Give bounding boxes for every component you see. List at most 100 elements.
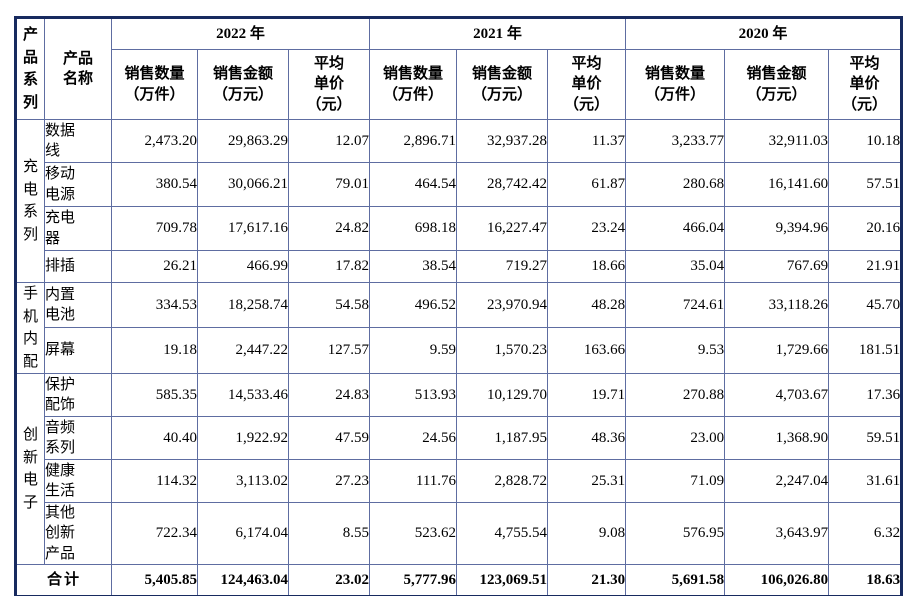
table-header: 产品系列 产品 名称 2022 年 2021 年 2020 年 销售数量 （万件… [15, 17, 903, 120]
column-header-2022-quantity: 销售数量 （万件） [111, 49, 198, 120]
value-cell: 9.08 [547, 502, 627, 565]
table-row: 创新电子 保护 配饰 585.35 14,533.46 24.83 513.93 10,12… [15, 373, 903, 565]
value-cell: 19.71 [547, 373, 627, 417]
product-name-cell: 内置 电池 [44, 282, 112, 328]
value-cell: 32,911.03 [724, 119, 830, 163]
year-header-row: 产品系列 产品 名称 2022 年 2021 年 2020 年 [15, 17, 903, 120]
value-cell: 585.35 [111, 373, 198, 417]
total-value-cell: 18.63 [828, 564, 903, 596]
product-name-cell: 保护 配饰 [44, 373, 112, 417]
column-header-2021-quantity: 销售数量 （万件） [369, 49, 458, 120]
table-row: 屏幕 19.18 2,447.22 127.57 9.59 1,570.23 163.66 9… [16, 326, 903, 375]
total-value-cell: 5,777.96 [369, 564, 458, 596]
value-cell: 12.07 [287, 119, 371, 163]
value-cell: 3,233.77 [625, 119, 726, 163]
value-cell: 3,113.02 [197, 459, 289, 503]
value-cell: 54.58 [287, 282, 371, 328]
column-header-product-series-label: 产品系列 [22, 27, 38, 111]
value-cell: 380.54 [111, 162, 198, 207]
product-name-cell: 音频 系列 [44, 416, 112, 460]
value-cell: 47.59 [287, 416, 371, 460]
value-cell: 767.69 [724, 250, 830, 283]
value-cell: 9.53 [625, 326, 726, 375]
value-cell: 9.59 [369, 326, 458, 375]
value-cell: 334.53 [111, 282, 198, 328]
value-cell: 24.56 [369, 416, 458, 460]
value-cell: 19.18 [111, 326, 198, 375]
value-cell: 18,258.74 [197, 282, 289, 328]
value-cell: 48.28 [547, 282, 627, 328]
value-cell: 2,896.71 [369, 119, 458, 163]
value-cell: 24.82 [287, 206, 371, 251]
value-cell: 17.36 [828, 373, 903, 417]
value-cell: 28,742.42 [456, 162, 549, 207]
value-cell: 4,703.67 [724, 373, 830, 417]
column-header-product-name: 产品 名称 [44, 17, 112, 120]
value-cell: 4,755.54 [456, 502, 549, 565]
value-cell: 2,247.04 [724, 459, 830, 503]
value-cell: 163.66 [547, 326, 627, 375]
table-row: 排插 26.21 466.99 17.82 38.54 719.27 18.66 35.04 7… [16, 250, 903, 283]
value-cell: 1,368.90 [724, 416, 830, 460]
value-cell: 2,473.20 [111, 119, 198, 163]
table-row: 音频 系列 40.40 1,922.92 47.59 24.56 1,187.95 48.3… [16, 416, 903, 460]
value-cell: 20.16 [828, 206, 903, 251]
value-cell: 18.66 [547, 250, 627, 283]
total-value-cell: 21.30 [547, 564, 627, 596]
column-header-2021-avg-price: 平均 单价 （元） [547, 49, 627, 120]
value-cell: 30,066.21 [197, 162, 289, 207]
value-cell: 722.34 [111, 502, 198, 565]
value-cell: 33,118.26 [724, 282, 830, 328]
value-cell: 496.52 [369, 282, 458, 328]
value-cell: 719.27 [456, 250, 549, 283]
value-cell: 35.04 [625, 250, 726, 283]
value-cell: 466.99 [197, 250, 289, 283]
value-cell: 6,174.04 [197, 502, 289, 565]
value-cell: 79.01 [287, 162, 371, 207]
value-cell: 10.18 [828, 119, 903, 163]
value-cell: 3,643.97 [724, 502, 830, 565]
value-cell: 8.55 [287, 502, 371, 565]
product-name-cell: 其他 创新 产品 [44, 502, 112, 565]
value-cell: 513.93 [369, 373, 458, 417]
product-sales-table: 产品系列 产品 名称 2022 年 2021 年 2020 年 销售数量 （万件… [14, 16, 904, 596]
value-cell: 17.82 [287, 250, 371, 283]
product-name-cell: 充电 器 [44, 206, 112, 251]
value-cell: 11.37 [547, 119, 627, 163]
value-cell: 466.04 [625, 206, 726, 251]
total-value-cell: 124,463.04 [197, 564, 289, 596]
total-value-cell: 23.02 [287, 564, 371, 596]
value-cell: 61.87 [547, 162, 627, 207]
value-cell: 48.36 [547, 416, 627, 460]
column-header-2020-quantity: 销售数量 （万件） [625, 49, 726, 120]
product-name-cell: 排插 [44, 250, 112, 283]
value-cell: 111.76 [369, 459, 458, 503]
table-body: 充电系列 数据 线 2,473.20 29,863.29 12.07 2,896.71 32… [15, 119, 903, 596]
column-header-2020-avg-price: 平均 单价 （元） [828, 49, 903, 120]
metric-header-row: 销售数量 （万件） 销售金额 （万元） 平均 单价 （元） 销售数量 （万件） … [16, 49, 903, 120]
value-cell: 17,617.16 [197, 206, 289, 251]
total-label: 合计 [15, 564, 112, 596]
value-cell: 2,828.72 [456, 459, 549, 503]
table-row: 充电 器 709.78 17,617.16 24.82 698.18 16,227.47 2… [16, 206, 903, 251]
value-cell: 181.51 [828, 326, 903, 375]
value-cell: 23,970.94 [456, 282, 549, 328]
total-row: 合计 5,405.85 124,463.04 23.02 5,777.96 123,069… [15, 564, 903, 596]
product-name-cell: 数据 线 [44, 119, 112, 163]
series-group-cell: 创新电子 [15, 373, 45, 565]
product-name-cell: 移动 电源 [44, 162, 112, 207]
total-value-cell: 5,691.58 [625, 564, 726, 596]
value-cell: 31.61 [828, 459, 903, 503]
value-cell: 1,729.66 [724, 326, 830, 375]
column-header-year-2022: 2022 年 [110, 17, 371, 50]
value-cell: 523.62 [369, 502, 458, 565]
series-group-label: 创新电子 [22, 427, 38, 511]
series-group-label: 充电系列 [22, 159, 38, 243]
value-cell: 23.00 [625, 416, 726, 460]
value-cell: 59.51 [828, 416, 903, 460]
value-cell: 1,187.95 [456, 416, 549, 460]
value-cell: 127.57 [287, 326, 371, 375]
value-cell: 16,141.60 [724, 162, 830, 207]
value-cell: 25.31 [547, 459, 627, 503]
